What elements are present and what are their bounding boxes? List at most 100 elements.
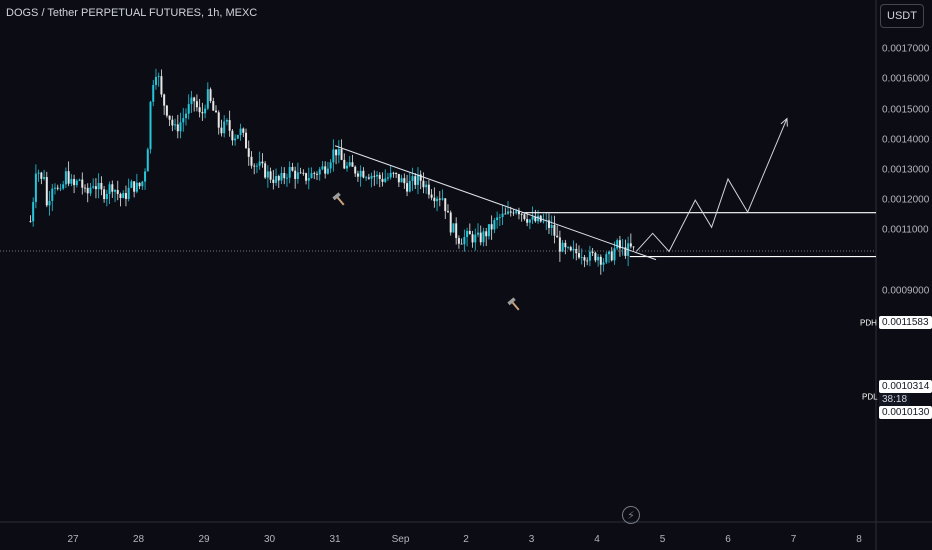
- candle-body: [348, 162, 351, 166]
- trendline: [334, 145, 657, 261]
- candle-body: [138, 182, 141, 187]
- candle-body: [245, 132, 248, 149]
- candle-body: [94, 186, 97, 190]
- candle-body: [528, 219, 531, 223]
- candle-body: [346, 165, 349, 169]
- candle-body: [313, 173, 316, 174]
- candle-body: [332, 149, 335, 163]
- candle-body: [373, 175, 376, 177]
- candle-body: [632, 246, 635, 248]
- candle-body: [236, 134, 239, 139]
- candle-body: [195, 101, 198, 108]
- candle-body: [299, 172, 302, 174]
- candle-body: [602, 262, 605, 265]
- candle-body: [154, 76, 157, 85]
- candle-body: [135, 182, 138, 192]
- candle-body: [376, 174, 379, 177]
- candle-body: [217, 112, 220, 128]
- candle-body: [537, 215, 540, 222]
- candle-body: [296, 172, 299, 179]
- candle-body: [157, 76, 160, 77]
- candle-body: [359, 170, 362, 177]
- candle-body: [75, 180, 78, 186]
- candle-body: [550, 225, 553, 228]
- candle-body: [629, 243, 632, 247]
- candle-body: [302, 172, 305, 174]
- candle-body: [512, 212, 515, 214]
- candle-body: [43, 177, 46, 179]
- candle-body: [67, 171, 70, 184]
- candle-body: [326, 168, 329, 174]
- candle-body: [318, 169, 321, 175]
- candle-body: [610, 251, 613, 261]
- candlestick-series: [29, 68, 635, 275]
- candle-body: [395, 172, 398, 174]
- candle-body: [591, 251, 594, 253]
- hammer-icon: [507, 297, 520, 311]
- candle-body: [53, 187, 56, 189]
- candle-body: [335, 149, 338, 156]
- y-tick-label: 0.0011000: [882, 224, 929, 236]
- y-tick-label: 0.0015000: [882, 104, 930, 115]
- current-price-tag: 0.0010314: [879, 380, 932, 393]
- lightning-icon[interactable]: ⚡: [622, 506, 640, 524]
- x-tick-label: 2: [463, 534, 469, 545]
- candle-body: [351, 162, 354, 167]
- candle-body: [266, 171, 269, 178]
- candle-body: [127, 187, 130, 199]
- candle-body: [250, 156, 253, 166]
- candle-body: [507, 211, 510, 214]
- candle-body: [599, 256, 602, 265]
- candle-body: [498, 217, 501, 218]
- candle-body: [425, 184, 428, 188]
- candle-body: [515, 210, 518, 214]
- candle-body: [408, 181, 411, 192]
- candle-body: [305, 173, 308, 181]
- candle-body: [225, 120, 228, 122]
- candle-body: [163, 94, 166, 106]
- candle-body: [179, 122, 182, 132]
- candle-body: [141, 181, 144, 187]
- projection-path: [635, 118, 788, 253]
- candle-body: [174, 124, 177, 126]
- candle-body: [116, 189, 119, 194]
- pdh-label: PDH: [860, 318, 877, 328]
- candle-body: [285, 177, 288, 179]
- candle-body: [114, 189, 117, 192]
- candle-body: [384, 178, 387, 182]
- hammer-icon: [332, 192, 345, 206]
- candle-body: [580, 257, 583, 258]
- candle-body: [558, 237, 561, 252]
- candle-body: [411, 176, 414, 182]
- candle-body: [176, 124, 179, 132]
- candle-body: [613, 248, 616, 261]
- candle-body: [253, 165, 256, 167]
- candle-body: [275, 176, 278, 183]
- candle-body: [84, 187, 87, 189]
- x-tick-label: 31: [329, 534, 341, 545]
- y-tick-label: 0.0012000: [882, 194, 930, 206]
- candle-body: [474, 234, 477, 243]
- candle-body: [193, 97, 196, 102]
- candle-body: [419, 174, 422, 181]
- candle-body: [608, 251, 611, 255]
- candle-body: [406, 183, 409, 192]
- candle-body: [187, 104, 190, 114]
- candle-body: [567, 247, 570, 248]
- candle-body: [108, 184, 111, 194]
- pdh-price-tag: 0.0011583: [879, 316, 932, 329]
- candle-body: [457, 238, 460, 244]
- candle-body: [294, 170, 297, 179]
- candle-body: [160, 76, 163, 95]
- candle-body: [452, 223, 455, 233]
- candle-body: [272, 179, 275, 183]
- candle-body: [354, 166, 357, 174]
- candle-body: [100, 182, 103, 190]
- x-tick-label: 27: [67, 534, 79, 545]
- y-tick-label: 0.0016000: [882, 73, 930, 85]
- candle-body: [168, 115, 171, 120]
- currency-button[interactable]: USDT: [880, 4, 924, 28]
- candle-body: [509, 211, 512, 213]
- candle-body: [277, 176, 280, 181]
